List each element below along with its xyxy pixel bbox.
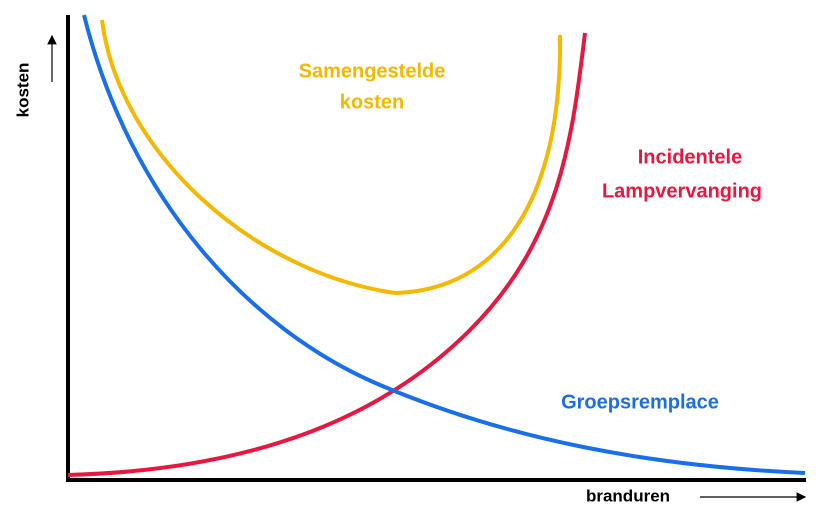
curve-label: kosten [340, 91, 404, 113]
incidental-curve [67, 32, 587, 477]
group-curve [82, 14, 806, 475]
y-label: kosten [13, 63, 32, 118]
curve-label: Incidentele [638, 146, 742, 168]
curve-label: Groepsremplace [561, 391, 719, 413]
curve-label: Samengestelde [299, 60, 446, 82]
curve-label: Lampvervanging [602, 180, 762, 202]
combined-cost-curve [100, 19, 563, 296]
x-label: branduren [586, 486, 670, 505]
